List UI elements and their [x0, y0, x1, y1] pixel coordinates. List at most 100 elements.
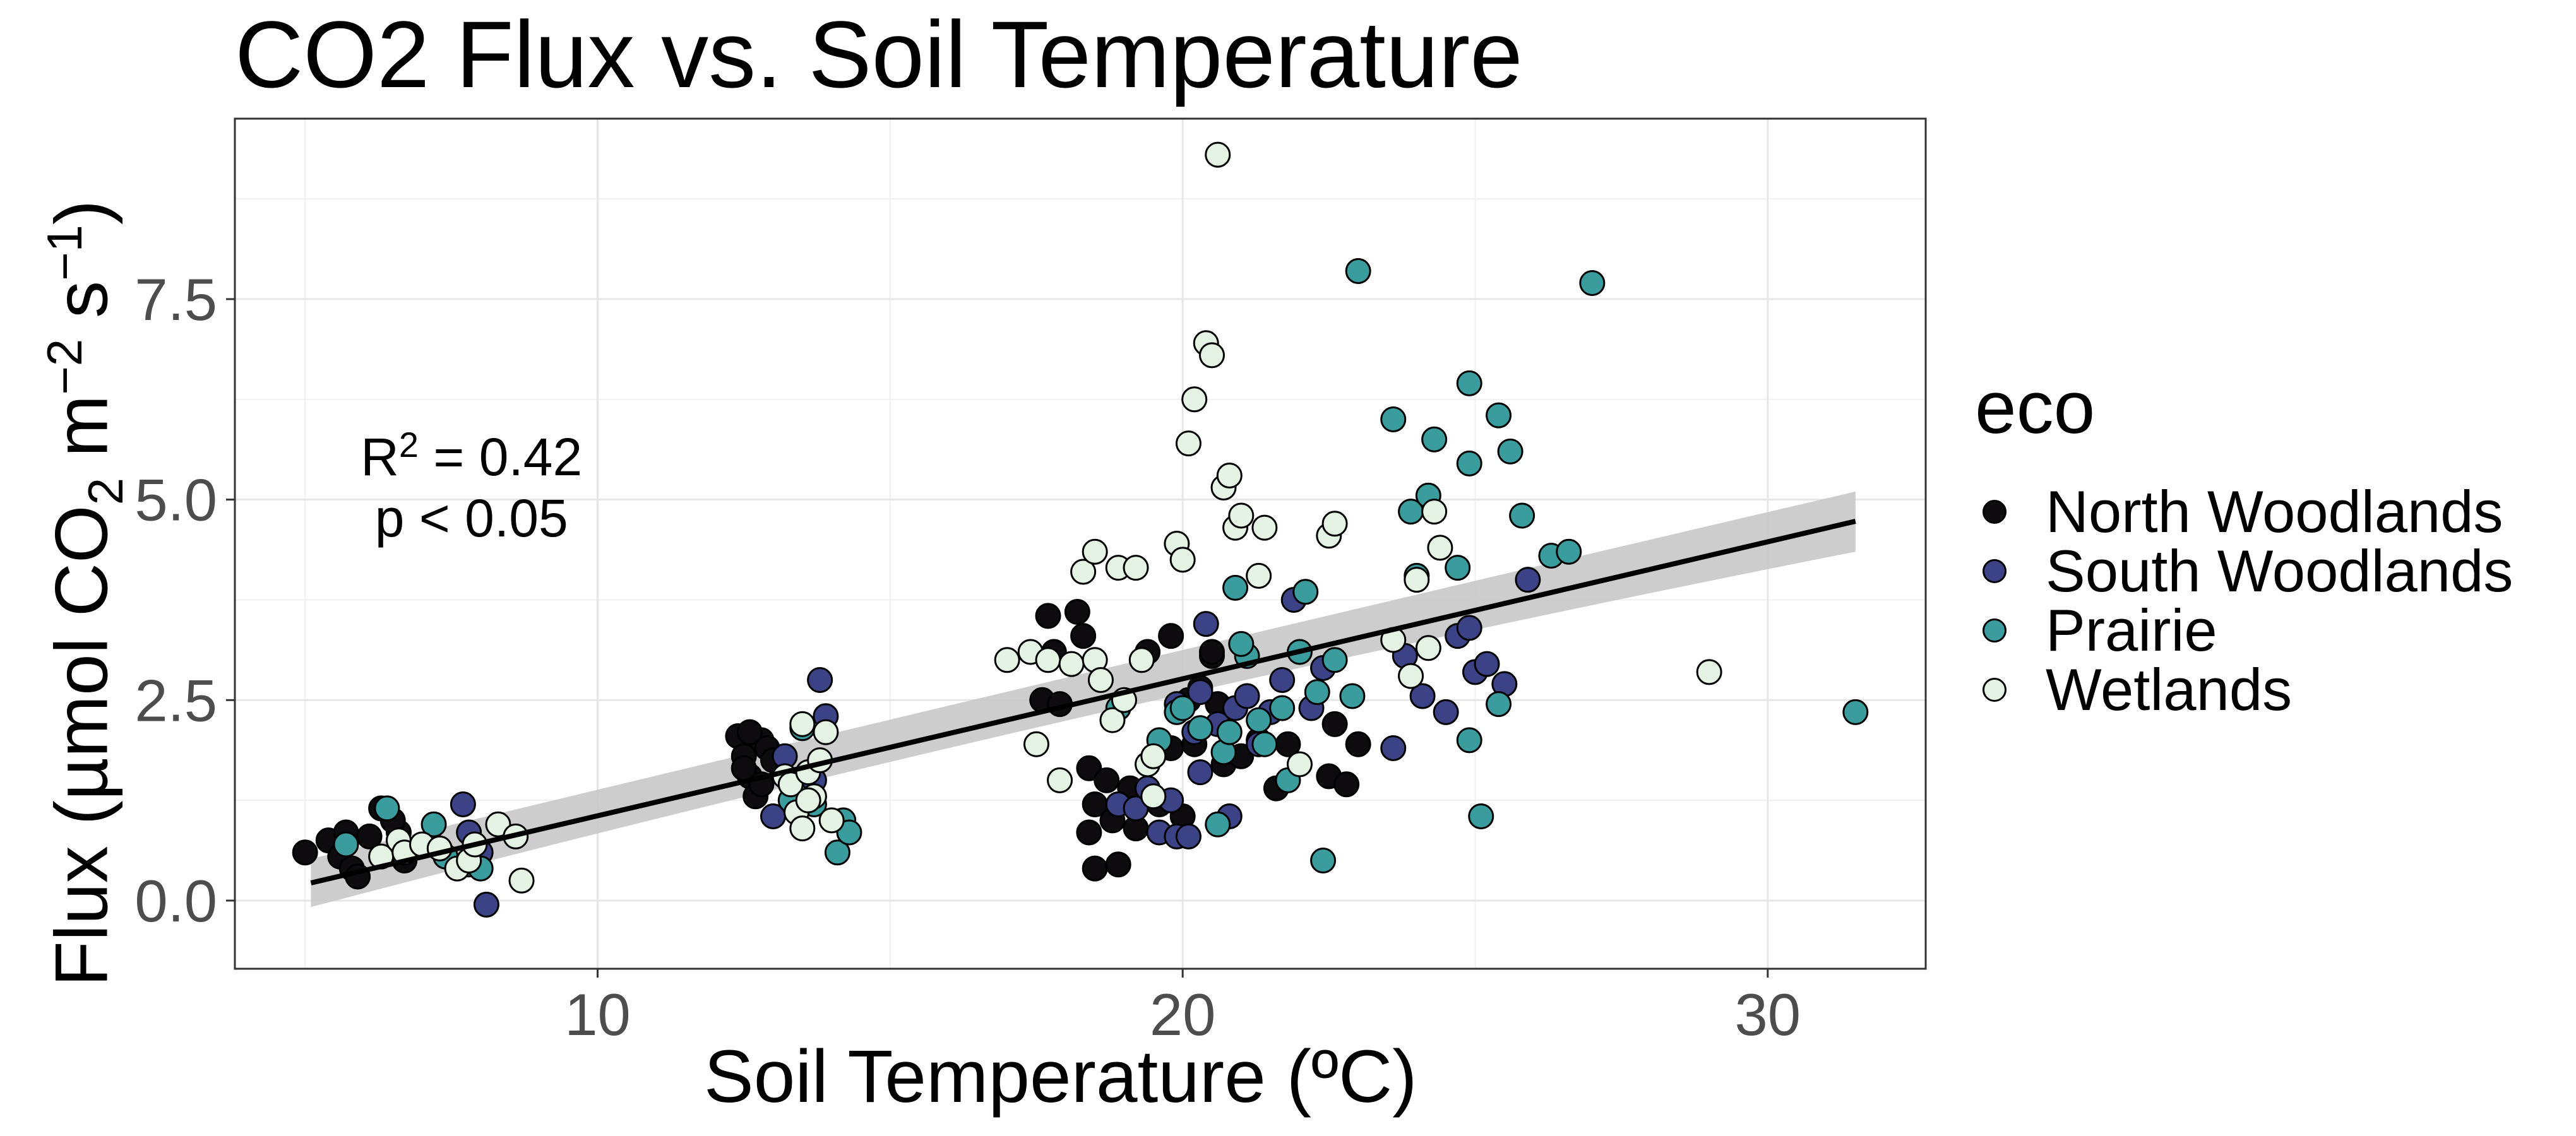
points-layer	[292, 141, 1869, 918]
point-prairie	[1556, 538, 1582, 565]
point-north-woodlands	[1345, 731, 1371, 757]
point-prairie	[1456, 370, 1482, 396]
y-axis-label: Flux (µmol CO2 m−2 s−1)	[36, 200, 134, 986]
point-prairie	[1421, 426, 1448, 453]
point-prairie	[1380, 406, 1407, 433]
point-prairie	[1216, 719, 1243, 745]
trend-line	[310, 519, 1856, 885]
point-prairie	[1269, 695, 1296, 721]
r2-sup: 2	[398, 424, 419, 464]
point-prairie	[1345, 257, 1371, 284]
point-prairie	[374, 795, 400, 822]
point-wetlands	[1286, 751, 1313, 778]
confidence-ribbon	[311, 491, 1856, 908]
point-wetlands	[1216, 462, 1243, 488]
point-prairie	[420, 811, 447, 837]
point-wetlands	[789, 711, 816, 737]
point-south-woodlands	[1269, 667, 1296, 694]
point-north-woodlands	[1076, 819, 1102, 846]
point-wetlands	[1251, 514, 1278, 541]
point-wetlands	[1246, 562, 1272, 589]
point-prairie	[1304, 679, 1330, 706]
point-south-woodlands	[1123, 795, 1149, 822]
point-prairie	[1246, 707, 1272, 733]
legend-key-north-woodlands	[1983, 500, 2007, 524]
point-north-woodlands	[1105, 851, 1131, 878]
point-south-woodlands	[1433, 699, 1459, 725]
point-wetlands	[1228, 502, 1255, 529]
point-south-woodlands	[807, 667, 833, 694]
point-north-woodlands	[1321, 711, 1348, 737]
y-label-part: m	[40, 394, 124, 478]
point-south-woodlands	[1187, 759, 1213, 786]
point-wetlands	[1181, 386, 1208, 413]
legend-label-south-woodlands: South Woodlands	[2046, 538, 2513, 604]
legend-label-prairie: Prairie	[2046, 597, 2217, 663]
legend-key-wetlands	[1983, 678, 2007, 702]
legend-item-wetlands: Wetlands	[1983, 656, 2292, 723]
point-north-woodlands	[356, 823, 383, 849]
point-wetlands	[1398, 663, 1424, 689]
legend-item-south-woodlands: South Woodlands	[1983, 538, 2513, 604]
point-north-woodlands	[292, 839, 318, 866]
point-south-woodlands	[450, 791, 476, 817]
point-wetlands	[818, 807, 845, 834]
point-wetlands	[1415, 635, 1441, 661]
point-wetlands	[1421, 499, 1448, 525]
point-prairie	[1205, 811, 1231, 837]
point-north-woodlands	[1070, 623, 1097, 649]
point-prairie	[1456, 727, 1482, 754]
point-prairie	[1579, 270, 1606, 297]
axis-ticks: 10 20 30 0.0 2.5 5.0 7.5	[134, 266, 1801, 1048]
point-south-woodlands	[1456, 615, 1482, 641]
y-label-part: Flux (µmol CO	[40, 505, 124, 987]
point-prairie	[1169, 695, 1196, 721]
point-north-woodlands	[736, 719, 763, 745]
point-prairie	[1486, 691, 1512, 718]
r-squared-text: R2 = 0.42	[361, 424, 582, 488]
y-label-sub: 2	[77, 477, 133, 506]
point-prairie	[1486, 402, 1512, 429]
point-prairie	[1222, 574, 1249, 601]
y-tick-label: 2.5	[134, 667, 217, 733]
x-tick-label: 20	[1150, 981, 1216, 1048]
chart-title: CO2 Flux vs. Soil Temperature	[235, 1, 1523, 107]
point-north-woodlands	[1198, 639, 1225, 665]
point-wetlands	[1128, 647, 1155, 673]
point-wetlands	[485, 811, 511, 837]
point-prairie	[1842, 699, 1869, 725]
point-wetlands	[789, 815, 816, 842]
point-south-woodlands	[1380, 735, 1407, 762]
point-wetlands	[1198, 342, 1225, 369]
point-wetlands	[1099, 707, 1126, 733]
point-wetlands	[1140, 783, 1167, 810]
point-wetlands	[1047, 767, 1073, 793]
point-south-woodlands	[1515, 567, 1541, 593]
y-label-part: )	[40, 199, 124, 225]
point-wetlands	[1140, 743, 1167, 769]
point-prairie	[824, 839, 850, 866]
point-wetlands	[1070, 559, 1097, 585]
x-tick-label: 30	[1735, 981, 1801, 1048]
panel-border	[234, 117, 1927, 970]
x-axis-label: Soil Temperature (ºC)	[704, 1035, 1417, 1118]
point-prairie	[1509, 502, 1535, 529]
y-label-sup: −2	[37, 338, 93, 395]
y-label-part: s	[40, 281, 124, 339]
point-north-woodlands	[1082, 855, 1108, 882]
point-prairie	[1456, 450, 1482, 476]
point-prairie	[1339, 683, 1366, 709]
confidence-ribbon-layer	[311, 491, 1856, 908]
legend-title: eco	[1975, 366, 2096, 449]
regression-annotation: R2 = 0.42 p < 0.05	[361, 424, 582, 549]
p-value-text: p < 0.05	[374, 488, 568, 548]
point-prairie	[836, 819, 862, 846]
point-wetlands	[1169, 547, 1196, 573]
point-wetlands	[1123, 555, 1149, 581]
r2-value: = 0.42	[419, 427, 583, 487]
y-tick-label: 0.0	[134, 868, 217, 934]
legend-label-wetlands: Wetlands	[2046, 656, 2293, 723]
y-label-sup: −1	[37, 225, 93, 281]
point-south-woodlands	[1234, 683, 1260, 709]
point-prairie	[1497, 438, 1524, 464]
